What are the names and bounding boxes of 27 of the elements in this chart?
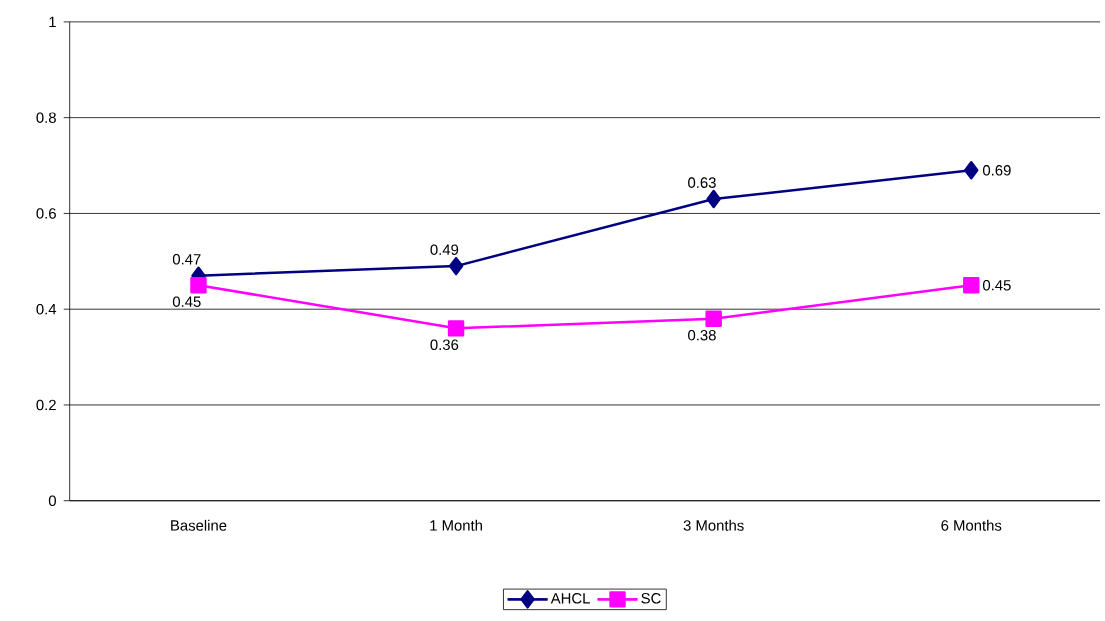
data-label: 0.38 [688,329,716,341]
point [964,161,979,180]
point [447,320,465,337]
data-label: 0.63 [688,177,716,188]
x-tick-label: 3 Months [683,519,744,531]
legend-label: SC [641,592,661,604]
data-label: 0.36 [430,339,459,350]
x-tick-label: 6 Months [941,519,1002,531]
y-tick-label: 0.4 [36,303,57,315]
data-label: 0.45 [982,279,1011,291]
y-tick-label: 0.6 [36,208,56,219]
data-label: 0.49 [430,244,459,255]
data-label: 0.45 [172,296,201,307]
point [448,256,464,276]
y-tick-label: 0.2 [36,399,56,411]
point [963,276,980,294]
data-label: 0.69 [982,164,1011,176]
x-tick-label: 1 Month [430,519,482,531]
legend-label: AHCL [550,592,590,604]
point [705,310,722,327]
point [706,189,721,209]
y-tick-label: 0.8 [36,112,56,123]
x-tick-label: Baseline [171,519,227,531]
data-label: 0.47 [172,253,201,265]
y-tick-label: 1 [49,16,56,27]
point [190,276,207,294]
y-tick-label: 0 [48,495,56,506]
